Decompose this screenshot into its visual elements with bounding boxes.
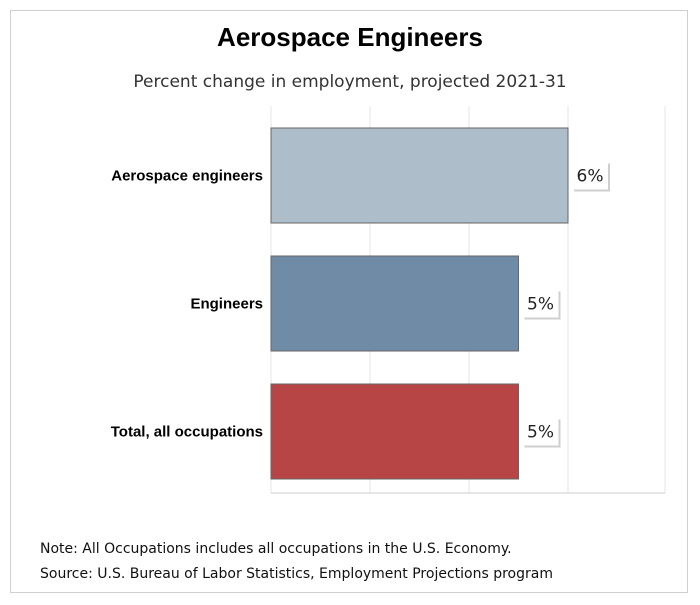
chart-subtitle: Percent change in employment, projected … — [133, 72, 567, 92]
category-label: Aerospace engineers — [111, 168, 263, 185]
category-label: Total, all occupations — [111, 424, 263, 441]
value-label: 5% — [527, 423, 554, 443]
chart-title: Aerospace Engineers — [217, 22, 483, 52]
bar — [270, 255, 519, 352]
category-labels: Aerospace engineers Engineers Total, all o… — [111, 168, 263, 441]
value-label: 5% — [527, 295, 554, 315]
bar — [270, 383, 519, 480]
bar — [270, 127, 569, 224]
value-label-box — [572, 161, 608, 190]
category-label: Engineers — [190, 296, 263, 313]
footnote-source: Source: U.S. Bureau of Labor Statistics,… — [40, 566, 553, 582]
footnote-note: Note: All Occupations includes all occup… — [40, 541, 512, 557]
value-label: 6% — [577, 167, 604, 187]
value-labels: 6% 5% 5% — [522, 161, 610, 448]
value-label-box — [522, 417, 559, 446]
bars — [270, 127, 569, 480]
value-label-box — [522, 289, 559, 318]
